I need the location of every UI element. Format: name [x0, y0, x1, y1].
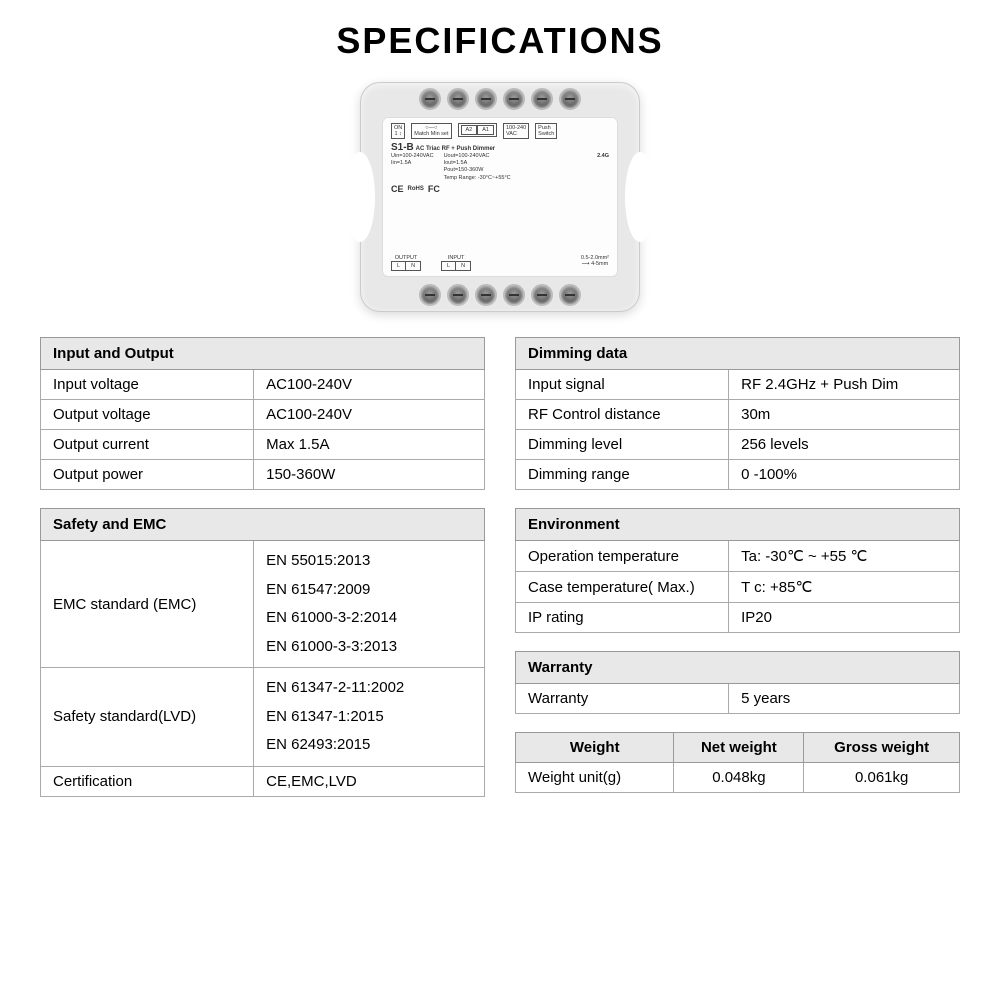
table-row: IP ratingIP20	[516, 603, 960, 633]
product-image: ON1 ↕ ○—○Match Min set A2A1 100-240 VAC …	[40, 82, 960, 312]
table-row: Operation temperatureTa: -30℃ ~ +55 ℃	[516, 541, 960, 572]
table-row: RF Control distance30m	[516, 400, 960, 430]
table-row: Output currentMax 1.5A	[41, 430, 485, 460]
warranty-header: Warranty	[516, 652, 960, 684]
weight-h2: Net weight	[674, 733, 804, 763]
page-title: SPECIFICATIONS	[40, 20, 960, 62]
env-header: Environment	[516, 509, 960, 541]
dimming-table: Dimming data Input signalRF 2.4GHz + Pus…	[515, 337, 960, 490]
terminals-bottom	[419, 284, 581, 306]
dimming-header: Dimming data	[516, 338, 960, 370]
right-column: Dimming data Input signalRF 2.4GHz + Pus…	[515, 337, 960, 797]
table-row: Safety standard(LVD) EN 61347-2-11:2002 …	[41, 668, 485, 767]
table-row: Input voltageAC100-240V	[41, 370, 485, 400]
device-label: ON1 ↕ ○—○Match Min set A2A1 100-240 VAC …	[382, 117, 618, 277]
table-row: Certification CE,EMC,LVD	[41, 766, 485, 796]
left-column: Input and Output Input voltageAC100-240V…	[40, 337, 485, 797]
table-row: Output power150-360W	[41, 460, 485, 490]
warranty-table: Warranty Warranty5 years	[515, 651, 960, 714]
table-row: Input signalRF 2.4GHz + Push Dim	[516, 370, 960, 400]
weight-h1: Weight	[516, 733, 674, 763]
env-table: Environment Operation temperatureTa: -30…	[515, 508, 960, 633]
weight-h3: Gross weight	[804, 733, 960, 763]
table-row: Case temperature( Max.)T c: +85℃	[516, 572, 960, 603]
table-row: Output voltageAC100-240V	[41, 400, 485, 430]
safety-table: Safety and EMC EMC standard (EMC) EN 550…	[40, 508, 485, 797]
weight-table: Weight Net weight Gross weight Weight un…	[515, 732, 960, 793]
table-row: Dimming level256 levels	[516, 430, 960, 460]
io-header: Input and Output	[41, 338, 485, 370]
terminals-top	[419, 88, 581, 110]
safety-header: Safety and EMC	[41, 509, 485, 541]
table-row: EMC standard (EMC) EN 55015:2013 EN 6154…	[41, 541, 485, 668]
io-table: Input and Output Input voltageAC100-240V…	[40, 337, 485, 490]
table-row: Weight unit(g) 0.048kg 0.061kg	[516, 763, 960, 793]
table-row: Warranty5 years	[516, 684, 960, 714]
table-row: Dimming range0 -100%	[516, 460, 960, 490]
